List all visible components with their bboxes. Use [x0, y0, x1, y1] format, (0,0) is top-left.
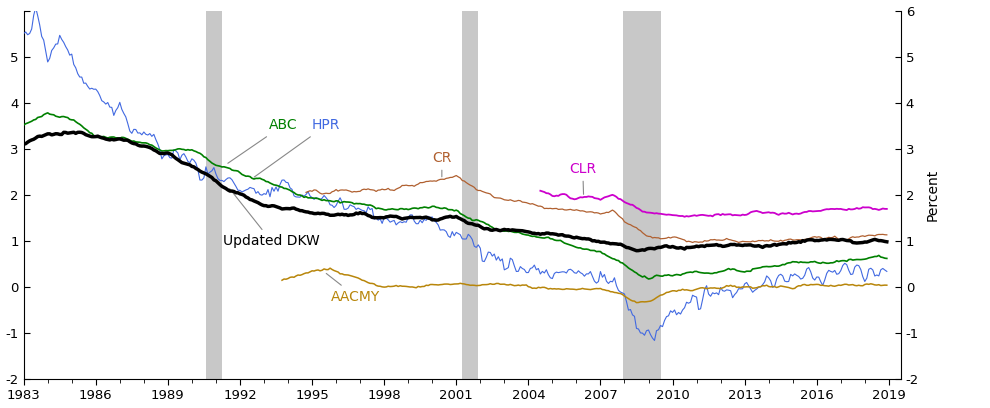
Y-axis label: Percent: Percent [926, 169, 940, 221]
Text: AACMY: AACMY [327, 273, 380, 304]
Text: ABC: ABC [228, 118, 297, 163]
Text: CR: CR [433, 151, 451, 177]
Text: HPR: HPR [254, 118, 341, 177]
Bar [623, 11, 660, 379]
Text: CLR: CLR [569, 162, 596, 194]
Text: Updated DKW: Updated DKW [223, 188, 320, 248]
Bar [206, 11, 222, 379]
Bar [462, 11, 478, 379]
